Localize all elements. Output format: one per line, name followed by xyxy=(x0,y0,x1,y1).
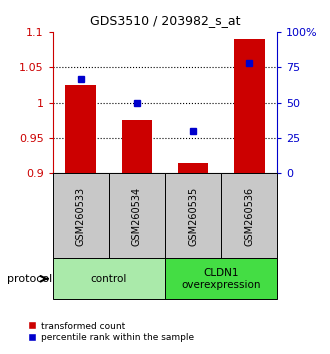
Text: control: control xyxy=(91,274,127,284)
Bar xyxy=(178,163,209,173)
Text: GSM260536: GSM260536 xyxy=(244,186,254,246)
Legend: transformed count, percentile rank within the sample: transformed count, percentile rank withi… xyxy=(24,318,197,346)
Text: GSM260533: GSM260533 xyxy=(76,186,86,246)
Text: protocol: protocol xyxy=(7,274,52,284)
Text: CLDN1
overexpression: CLDN1 overexpression xyxy=(182,268,261,290)
Bar xyxy=(65,85,96,173)
Text: GSM260534: GSM260534 xyxy=(132,186,142,246)
Text: GSM260535: GSM260535 xyxy=(188,186,198,246)
Bar xyxy=(121,120,152,173)
Text: GDS3510 / 203982_s_at: GDS3510 / 203982_s_at xyxy=(90,14,240,27)
Bar xyxy=(234,39,265,173)
